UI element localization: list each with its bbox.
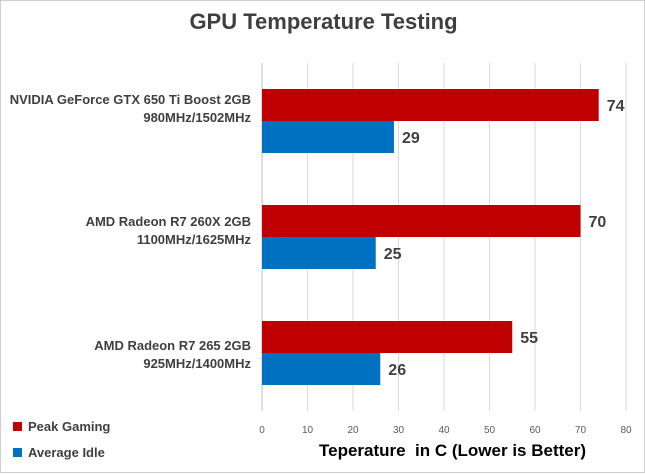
category-name: AMD Radeon R7 260X 2GB [85,214,251,229]
x-tick-label: 50 [484,425,496,436]
x-tick-label: 30 [393,425,405,436]
legend-label: Peak Gaming [28,419,111,434]
category-clocks: 980MHz/1502MHz [143,110,251,125]
category-name: NVIDIA GeForce GTX 650 Ti Boost 2GB [9,92,251,107]
bar-average-idle-gtx650 [262,121,394,153]
category-label-gtx650: NVIDIA GeForce GTX 650 Ti Boost 2GB 980M… [1,91,251,127]
bar-average-idle-r7-260x [262,237,376,269]
x-axis-label: Teperature in C (Lower is Better) [319,441,587,460]
data-label: 55 [520,330,538,347]
data-label: 29 [402,130,420,147]
data-label: 25 [384,246,402,263]
data-label: 74 [607,98,625,115]
bar-peak-gaming-r7-265 [262,321,513,353]
x-tick-label: 60 [529,425,541,436]
x-tick-label: 20 [347,425,359,436]
x-tick-label: 40 [438,425,450,436]
legend-swatch [13,422,22,431]
x-tick-label: 10 [302,425,314,436]
bar-peak-gaming-r7-260x [262,205,581,237]
legend-item-peak-gaming: Peak Gaming [13,419,110,434]
category-label-r7-265: AMD Radeon R7 265 2GB 925MHz/1400MHz [1,337,251,373]
bar-peak-gaming-gtx650 [262,89,599,121]
legend-item-average-idle: Average Idle [13,445,105,460]
chart-title: GPU Temperature Testing [189,9,458,34]
x-tick-label: 0 [259,425,265,436]
legend-swatch [13,448,22,457]
category-clocks: 925MHz/1400MHz [143,356,251,371]
category-clocks: 1100MHz/1625MHz [136,232,251,247]
bar-average-idle-r7-265 [262,353,381,385]
data-label: 70 [589,214,607,231]
x-tick-label: 70 [575,425,587,436]
category-label-r7-260x: AMD Radeon R7 260X 2GB 1100MHz/1625MHz [1,213,251,249]
data-label: 26 [388,362,406,379]
legend-label: Average Idle [28,445,105,460]
x-tick-label: 80 [620,425,632,436]
category-name: AMD Radeon R7 265 2GB [94,338,251,353]
